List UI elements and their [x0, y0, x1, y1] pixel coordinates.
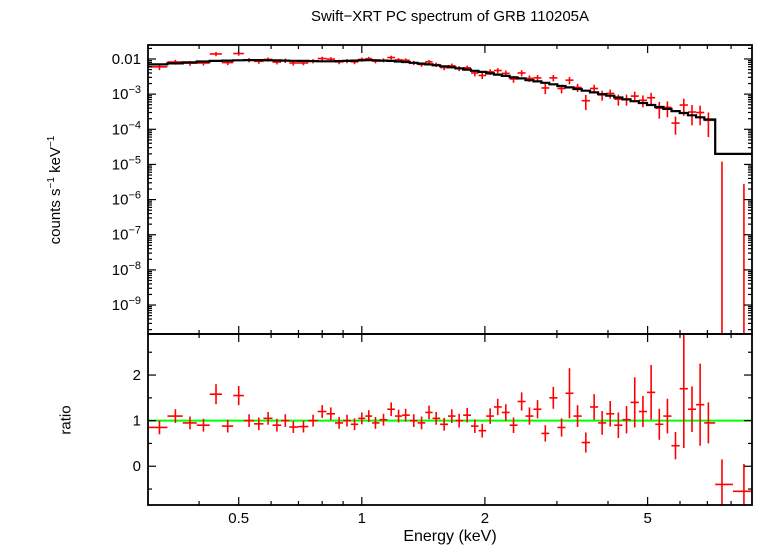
bottom-panel — [148, 334, 752, 505]
top-y-axis-label: counts s−1 keV−1 — [46, 136, 64, 245]
ratio-y-tick-label: 2 — [133, 367, 141, 384]
top-y-tick-label: 10−3 — [112, 84, 141, 103]
top-y-tick-label: 10−7 — [112, 225, 141, 244]
chart-title: Swift−XRT PC spectrum of GRB 110205A — [310, 8, 590, 25]
model-line — [148, 59, 752, 155]
spectrum-data-series — [148, 51, 745, 334]
axis-ticks — [148, 45, 753, 505]
top-y-tick-label: 10−5 — [112, 154, 141, 173]
bottom-panel-frame — [147, 333, 753, 506]
ratio-y-tick-label: 0 — [133, 458, 141, 475]
top-y-tick-label: 10−8 — [112, 260, 141, 279]
top-panel-frame — [147, 44, 753, 335]
ylabel-sup-2: −1 — [46, 135, 57, 148]
ylabel-sup-1: −1 — [46, 177, 57, 189]
top-y-tick-label: 10−4 — [112, 119, 141, 138]
x-tick-label: 1 — [358, 510, 366, 527]
ratio-y-tick-label: 1 — [133, 413, 141, 430]
x-axis-label: Energy (keV) — [403, 528, 497, 545]
x-tick-label: 2 — [481, 510, 489, 527]
top-panel — [148, 51, 752, 334]
top-y-tick-label: 0.01 — [112, 51, 141, 68]
ratio-data-series — [148, 334, 752, 505]
x-tick-label: 5 — [643, 510, 651, 527]
ylabel-text-1: counts s — [47, 188, 64, 245]
x-tick-label: 0.5 — [228, 510, 249, 527]
top-y-tick-label: 10−6 — [112, 190, 141, 209]
top-y-tick-label: 10−9 — [112, 295, 141, 314]
tick-labels: 0.5 1 2 5 0.01 10−3 10−4 10−5 10−6 10−7 10−8 10−9 0 1… — [112, 51, 652, 527]
bottom-y-axis-label: ratio — [57, 405, 75, 435]
ylabel-text-2: keV — [47, 147, 64, 178]
